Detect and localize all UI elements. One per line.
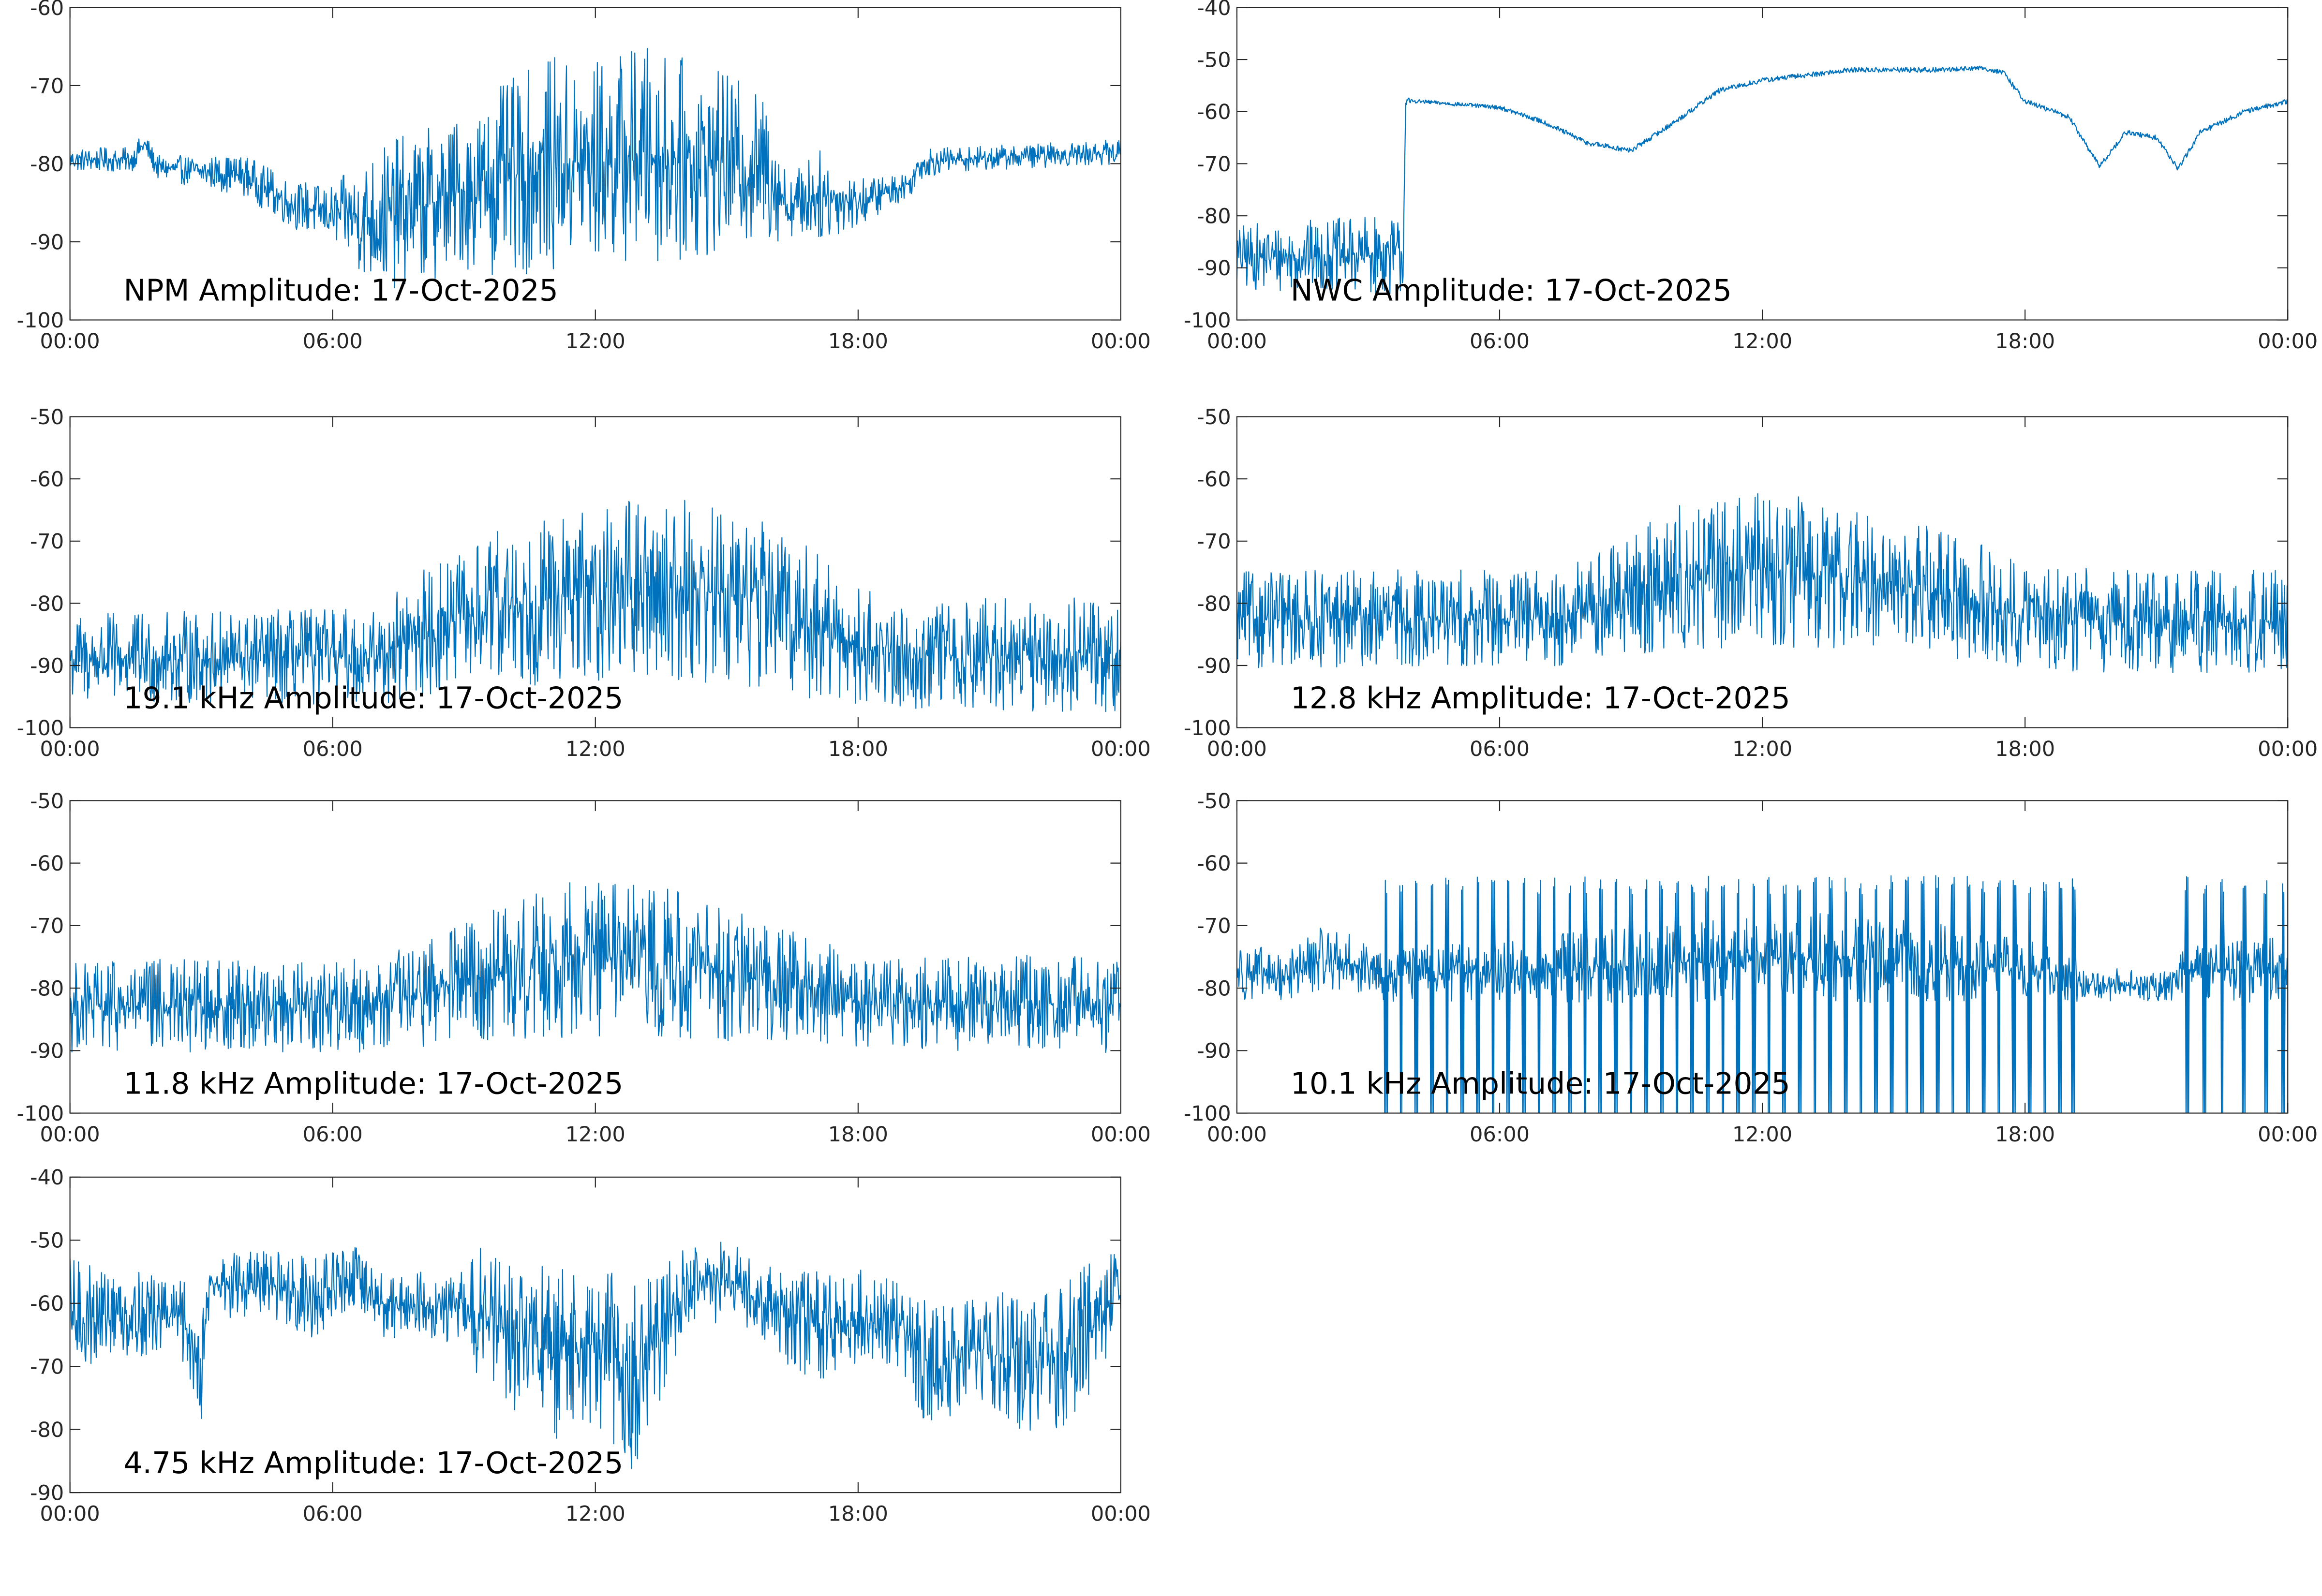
y-tick-label: -70 <box>30 914 64 938</box>
y-tick-label: -40 <box>30 1166 64 1190</box>
y-tick-label: -50 <box>30 1229 64 1253</box>
x-tick-label: 12:00 <box>566 329 625 354</box>
chart-title: 10.1 kHz Amplitude: 17-Oct-2025 <box>1291 1066 1790 1101</box>
y-tick-label: -80 <box>30 152 64 177</box>
x-tick-label: 00:00 <box>1207 737 1267 761</box>
y-tick-label: -50 <box>30 405 64 429</box>
y-tick-label: -90 <box>30 1039 64 1064</box>
x-tick-label: 00:00 <box>1091 737 1151 761</box>
x-tick-label: 06:00 <box>1470 329 1530 354</box>
chart-title: 4.75 kHz Amplitude: 17-Oct-2025 <box>123 1446 623 1480</box>
chart-title: 19.1 kHz Amplitude: 17-Oct-2025 <box>123 681 623 716</box>
chart-title: 11.8 kHz Amplitude: 17-Oct-2025 <box>123 1066 623 1101</box>
x-tick-label: 18:00 <box>1995 737 2055 761</box>
y-tick-label: -50 <box>1197 405 1231 429</box>
y-tick-label: -80 <box>1197 976 1231 1001</box>
x-tick-label: 00:00 <box>40 329 100 354</box>
y-tick-label: -100 <box>1184 1102 1231 1126</box>
chart-title: NPM Amplitude: 17-Oct-2025 <box>123 273 558 308</box>
x-tick-label: 12:00 <box>1732 329 1792 354</box>
y-tick-label: -90 <box>1197 1039 1231 1064</box>
y-tick-label: -90 <box>30 654 64 678</box>
y-tick-label: -70 <box>30 1355 64 1379</box>
y-tick-label: -70 <box>1197 914 1231 938</box>
x-tick-label: 18:00 <box>828 737 888 761</box>
x-tick-label: 06:00 <box>1470 737 1530 761</box>
x-tick-label: 00:00 <box>40 737 100 761</box>
y-tick-label: -60 <box>30 468 64 492</box>
y-tick-label: -60 <box>1197 100 1231 124</box>
x-tick-label: 18:00 <box>1995 329 2055 354</box>
y-tick-label: -70 <box>1197 530 1231 554</box>
y-tick-label: -80 <box>30 976 64 1001</box>
x-tick-label: 12:00 <box>1732 1123 1792 1147</box>
x-tick-label: 00:00 <box>40 1502 100 1526</box>
x-tick-label: 00:00 <box>1207 329 1267 354</box>
x-tick-label: 00:00 <box>1091 1502 1151 1526</box>
y-tick-label: -50 <box>1197 789 1231 813</box>
y-tick-label: -70 <box>1197 152 1231 177</box>
y-tick-label: -60 <box>30 1292 64 1316</box>
data-series-line <box>1236 875 2288 1113</box>
x-tick-label: 00:00 <box>1091 1123 1151 1147</box>
data-series-line <box>1236 493 2288 673</box>
x-tick-label: 18:00 <box>828 329 888 354</box>
y-tick-label: -70 <box>30 530 64 554</box>
x-tick-label: 18:00 <box>828 1123 888 1147</box>
y-tick-label: -80 <box>1197 592 1231 616</box>
x-tick-label: 18:00 <box>1995 1123 2055 1147</box>
x-tick-label: 00:00 <box>1091 329 1151 354</box>
y-tick-label: -100 <box>17 1102 64 1126</box>
y-tick-label: -80 <box>30 592 64 616</box>
x-tick-label: 12:00 <box>566 1502 625 1526</box>
x-tick-label: 00:00 <box>1207 1123 1267 1147</box>
y-tick-label: -90 <box>30 230 64 254</box>
x-tick-label: 00:00 <box>2258 1123 2318 1147</box>
x-tick-label: 00:00 <box>2258 329 2318 354</box>
x-tick-label: 12:00 <box>566 737 625 761</box>
y-tick-label: -50 <box>30 789 64 813</box>
data-series-line <box>70 48 1121 289</box>
data-series-line <box>1236 65 2288 295</box>
y-tick-label: -60 <box>1197 468 1231 492</box>
y-tick-label: -90 <box>30 1481 64 1506</box>
y-tick-label: -100 <box>1184 716 1231 740</box>
y-tick-label: -90 <box>1197 654 1231 678</box>
y-tick-label: -100 <box>17 309 64 333</box>
y-tick-label: -80 <box>30 1418 64 1442</box>
y-tick-label: -70 <box>30 74 64 98</box>
chart-title: NWC Amplitude: 17-Oct-2025 <box>1291 273 1732 308</box>
x-tick-label: 00:00 <box>40 1123 100 1147</box>
data-series-line <box>70 1241 1121 1469</box>
x-tick-label: 12:00 <box>1732 737 1792 761</box>
x-tick-label: 12:00 <box>566 1123 625 1147</box>
y-tick-label: -80 <box>1197 205 1231 229</box>
data-series-line <box>70 500 1121 712</box>
y-tick-label: -90 <box>1197 256 1231 281</box>
y-tick-label: -100 <box>1184 309 1231 333</box>
x-tick-label: 06:00 <box>1470 1123 1530 1147</box>
x-tick-label: 00:00 <box>2258 737 2318 761</box>
y-tick-label: -50 <box>1197 48 1231 72</box>
y-tick-label: -60 <box>30 852 64 876</box>
x-tick-label: 18:00 <box>828 1502 888 1526</box>
y-tick-label: -60 <box>1197 852 1231 876</box>
x-tick-label: 06:00 <box>303 1502 363 1526</box>
x-tick-label: 06:00 <box>303 737 363 761</box>
y-tick-label: -100 <box>17 716 64 740</box>
y-tick-label: -40 <box>1197 0 1231 20</box>
y-tick-label: -60 <box>30 0 64 20</box>
chart-title: 12.8 kHz Amplitude: 17-Oct-2025 <box>1291 681 1790 716</box>
data-series-line <box>70 882 1121 1053</box>
x-tick-label: 06:00 <box>303 329 363 354</box>
x-tick-label: 06:00 <box>303 1123 363 1147</box>
